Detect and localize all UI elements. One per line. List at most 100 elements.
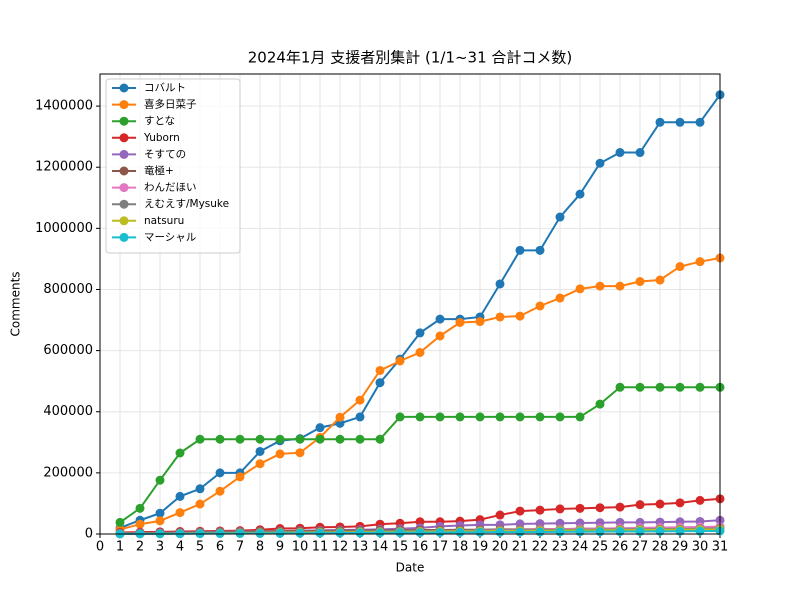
x-axis-label: Date (396, 561, 425, 575)
data-point (515, 506, 525, 516)
x-tick-label: 27 (632, 540, 649, 555)
data-point (575, 503, 585, 513)
data-point (235, 472, 245, 482)
data-point (235, 434, 245, 444)
x-tick-label: 25 (592, 540, 609, 555)
data-point (175, 508, 185, 518)
x-tick-label: 29 (672, 540, 689, 555)
data-point (355, 395, 365, 405)
data-point (335, 434, 345, 444)
data-point (135, 503, 145, 513)
data-point (255, 459, 265, 469)
data-point (635, 277, 645, 287)
data-point (275, 449, 285, 459)
data-point (495, 312, 505, 322)
x-tick-label: 15 (392, 540, 409, 555)
legend-label: natsuru (144, 215, 184, 227)
data-point (595, 503, 605, 513)
data-point (495, 279, 505, 289)
legend-marker (119, 149, 129, 159)
data-point (435, 527, 445, 537)
data-point (555, 527, 565, 537)
x-tick-label: 12 (332, 540, 349, 555)
data-point (655, 499, 665, 509)
data-point (675, 262, 685, 272)
data-point (615, 148, 625, 158)
x-tick-label: 22 (532, 540, 549, 555)
data-point (135, 519, 145, 529)
data-point (175, 448, 185, 458)
x-tick-label: 14 (372, 540, 389, 555)
data-point (375, 378, 385, 388)
x-tick-label: 1 (116, 540, 124, 555)
data-point (595, 527, 605, 537)
legend-marker (119, 166, 129, 176)
data-point (355, 412, 365, 422)
legend-label: コバルト (144, 82, 186, 94)
legend-label: そすての (144, 148, 186, 160)
legend-marker (119, 116, 129, 126)
data-point (175, 491, 185, 501)
x-tick-label: 0 (96, 540, 104, 555)
data-point (635, 526, 645, 536)
data-point (195, 484, 205, 494)
legend-label: 喜多日菜子 (144, 98, 197, 111)
data-point (435, 412, 445, 422)
data-point (155, 508, 165, 518)
data-point (375, 434, 385, 444)
data-point (395, 356, 405, 366)
data-point (255, 434, 265, 444)
x-tick-label: 19 (472, 540, 489, 555)
data-point (275, 528, 285, 538)
data-point (315, 434, 325, 444)
data-point (355, 528, 365, 538)
x-tick-label: 24 (572, 540, 589, 555)
x-tick-label: 6 (216, 540, 224, 555)
data-point (455, 412, 465, 422)
y-tick-label: 1400000 (35, 99, 93, 114)
data-point (555, 212, 565, 222)
data-point (215, 434, 225, 444)
data-point (595, 399, 605, 409)
data-point (535, 301, 545, 311)
data-point (335, 528, 345, 538)
data-point (655, 117, 665, 127)
x-tick-label: 17 (432, 540, 449, 555)
x-tick-label: 28 (652, 540, 669, 555)
data-point (555, 504, 565, 514)
y-tick-label: 600000 (43, 343, 93, 358)
legend-marker (119, 232, 129, 242)
data-point (655, 526, 665, 536)
data-point (615, 502, 625, 512)
data-point (475, 412, 485, 422)
data-point (675, 498, 685, 508)
x-tick-label: 3 (156, 540, 164, 555)
legend-marker (119, 183, 129, 193)
data-point (415, 347, 425, 357)
x-tick-label: 26 (612, 540, 629, 555)
data-point (455, 527, 465, 537)
legend-label: マーシャル (144, 231, 196, 243)
data-point (615, 382, 625, 392)
data-point (595, 158, 605, 168)
data-point (255, 446, 265, 456)
data-point (515, 245, 525, 255)
data-point (315, 528, 325, 538)
data-point (575, 189, 585, 199)
data-point (255, 528, 265, 538)
data-point (495, 527, 505, 537)
data-point (675, 526, 685, 536)
data-point (455, 317, 465, 327)
data-point (355, 434, 365, 444)
x-tick-label: 5 (196, 540, 204, 555)
data-point (515, 311, 525, 321)
data-point (675, 382, 685, 392)
data-point (655, 275, 665, 285)
x-tick-label: 9 (276, 540, 284, 555)
legend-label: Yuborn (143, 132, 180, 144)
data-point (515, 412, 525, 422)
data-point (415, 328, 425, 338)
y-tick-label: 1200000 (35, 160, 93, 175)
data-point (555, 293, 565, 303)
